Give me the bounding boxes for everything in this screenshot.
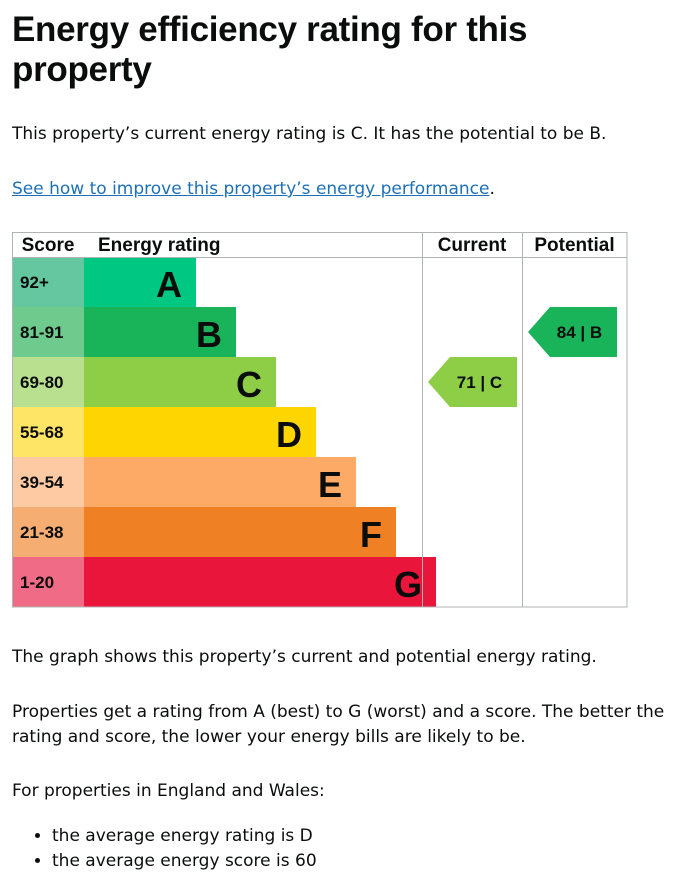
graph-description: The graph shows this property’s current …	[12, 647, 597, 667]
band-score-range: 81-91	[20, 323, 63, 342]
region-intro: For properties in England and Wales:	[12, 781, 325, 801]
header-potential: Potential	[534, 235, 614, 256]
potential-rating-label: 84 | B	[557, 323, 602, 342]
band-score-cell	[12, 257, 84, 307]
band-score-range: 69-80	[20, 373, 63, 392]
band-score-range: 21-38	[20, 523, 63, 542]
band-score-cell	[12, 407, 84, 457]
band-score-cell	[12, 357, 84, 407]
band-bar	[84, 257, 196, 307]
improve-energy-link[interactable]: See how to improve this property’s energ…	[12, 179, 490, 199]
current-rating-summary: This property’s current energy rating is…	[12, 124, 607, 144]
band-letter: E	[318, 464, 342, 505]
band-bar	[84, 357, 276, 407]
band-bar	[84, 507, 396, 557]
band-letter: A	[156, 264, 182, 305]
band-letter: G	[394, 564, 422, 605]
current-rating-label: 71 | C	[457, 373, 502, 392]
band-score-range: 55-68	[20, 423, 63, 442]
band-score-cell	[12, 557, 84, 607]
header-score: Score	[22, 235, 75, 256]
band-letter: B	[196, 314, 222, 355]
list-item: the average energy rating is D	[52, 824, 672, 849]
header-energy-rating: Energy rating	[98, 235, 220, 256]
potential-rating-marker	[528, 307, 617, 357]
header-current: Current	[438, 235, 507, 256]
band-score-cell	[12, 307, 84, 357]
band-letter: C	[236, 364, 262, 405]
list-item: the average energy score is 60	[52, 849, 672, 874]
current-rating-marker	[428, 357, 517, 407]
band-score-range: 92+	[20, 273, 49, 292]
chart-border	[12, 232, 628, 608]
page-title: Energy efficiency rating for this proper…	[12, 10, 528, 89]
band-score-cell	[12, 507, 84, 557]
energy-rating-chart: Score Energy rating Current Potential 92+ A 81…	[12, 232, 628, 612]
improve-paragraph: See how to improve this property’s energ…	[12, 177, 672, 202]
band-bar	[84, 557, 436, 607]
energy-rating-graph: Score Energy rating Current Potential 92+ A 81…	[12, 232, 628, 608]
band-letter: D	[276, 414, 302, 455]
ratings-explanation: Properties get a rating from A (best) to…	[12, 702, 665, 747]
average-ratings-list: the average energy rating is D the avera…	[12, 824, 672, 874]
band-score-range: 1-20	[20, 573, 54, 592]
improve-link-suffix: .	[489, 179, 495, 199]
band-bar	[84, 307, 236, 357]
band-score-cell	[12, 457, 84, 507]
band-bar	[84, 457, 356, 507]
band-letter: F	[360, 514, 382, 555]
band-score-range: 39-54	[20, 473, 64, 492]
band-bar	[84, 407, 316, 457]
